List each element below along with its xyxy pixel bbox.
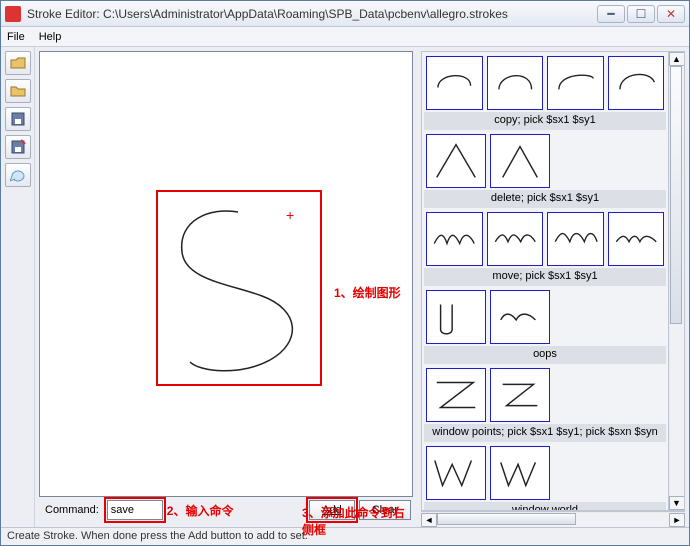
stroke-library: copy; pick $sx1 $sy1 delete; pick $sx1 $s… [421,51,685,511]
app-window: Stroke Editor: C:\Users\Administrator\Ap… [0,0,690,546]
annotation-2: 2、输入命令 [167,502,234,519]
group-label: window world [424,502,666,510]
stroke-thumb[interactable] [547,212,604,266]
menubar: File Help [1,27,689,47]
stroke-thumb[interactable] [608,56,665,110]
menu-file[interactable]: File [7,31,25,43]
thumb-row [424,444,666,500]
app-icon [5,6,21,22]
stroke-thumb[interactable] [487,212,544,266]
body: + 1、绘制图形 3、添加此命令到右侧框 Command: 2、输入命令 Add… [1,47,689,527]
stroke-thumb[interactable] [490,290,550,344]
stroke-thumb[interactable] [490,368,550,422]
thumb-row [424,132,666,188]
group-label: copy; pick $sx1 $sy1 [424,112,666,130]
open-icon[interactable] [5,51,31,75]
group-label: oops [424,346,666,364]
stroke-thumb[interactable] [426,290,486,344]
main: + 1、绘制图形 3、添加此命令到右侧框 Command: 2、输入命令 Add… [35,47,689,527]
scroll-right-button[interactable]: ► [669,513,685,527]
close-button[interactable]: ✕ [657,5,685,23]
stroke-drawing: + [40,52,412,496]
stroke-thumb[interactable] [608,212,665,266]
stroke-thumb[interactable] [426,446,486,500]
scroll-left-button[interactable]: ◄ [421,513,437,527]
thumb-row [424,54,666,110]
saveas-icon[interactable] [5,135,31,159]
stroke-thumb[interactable] [426,368,486,422]
window-title: Stroke Editor: C:\Users\Administrator\Ap… [27,7,597,21]
canvas-pane: + 1、绘制图形 3、添加此命令到右侧框 Command: 2、输入命令 Add… [35,47,417,527]
menu-help[interactable]: Help [39,31,62,43]
help-icon[interactable] [5,163,31,187]
stroke-thumb[interactable] [547,56,604,110]
command-input[interactable] [107,500,163,520]
thumb-row [424,288,666,344]
stroke-library-pane: copy; pick $sx1 $sy1 delete; pick $sx1 $s… [417,47,689,527]
stroke-thumb[interactable] [490,446,550,500]
window-buttons: ━ ☐ ✕ [597,5,685,23]
stroke-thumb[interactable] [426,212,483,266]
titlebar: Stroke Editor: C:\Users\Administrator\Ap… [1,1,689,27]
svg-text:+: + [286,207,294,223]
scroll-up-button[interactable]: ▲ [669,52,685,66]
group-label: move; pick $sx1 $sy1 [424,268,666,286]
scroll-down-button[interactable]: ▼ [669,496,685,510]
group-label: window points; pick $sx1 $sy1; pick $sxn… [424,424,666,442]
save-icon[interactable] [5,107,31,131]
group-label: delete; pick $sx1 $sy1 [424,190,666,208]
drawing-canvas[interactable]: + 1、绘制图形 3、添加此命令到右侧框 [39,51,413,497]
left-toolbar [1,47,35,527]
stroke-thumb[interactable] [426,56,483,110]
thumb-row [424,210,666,266]
vertical-scrollbar[interactable]: ▲ ▼ [668,52,684,510]
horizontal-scrollbar[interactable]: ◄ ► [421,511,685,527]
stroke-groups: copy; pick $sx1 $sy1 delete; pick $sx1 $s… [422,52,668,510]
annotation-1: 1、绘制图形 [334,284,401,301]
annotation-3: 3、添加此命令到右侧框 [302,504,412,538]
stroke-thumb[interactable] [487,56,544,110]
folder-icon[interactable] [5,79,31,103]
command-label: Command: [41,504,103,516]
maximize-button[interactable]: ☐ [627,5,655,23]
minimize-button[interactable]: ━ [597,5,625,23]
stroke-thumb[interactable] [490,134,550,188]
thumb-row [424,366,666,422]
stroke-thumb[interactable] [426,134,486,188]
